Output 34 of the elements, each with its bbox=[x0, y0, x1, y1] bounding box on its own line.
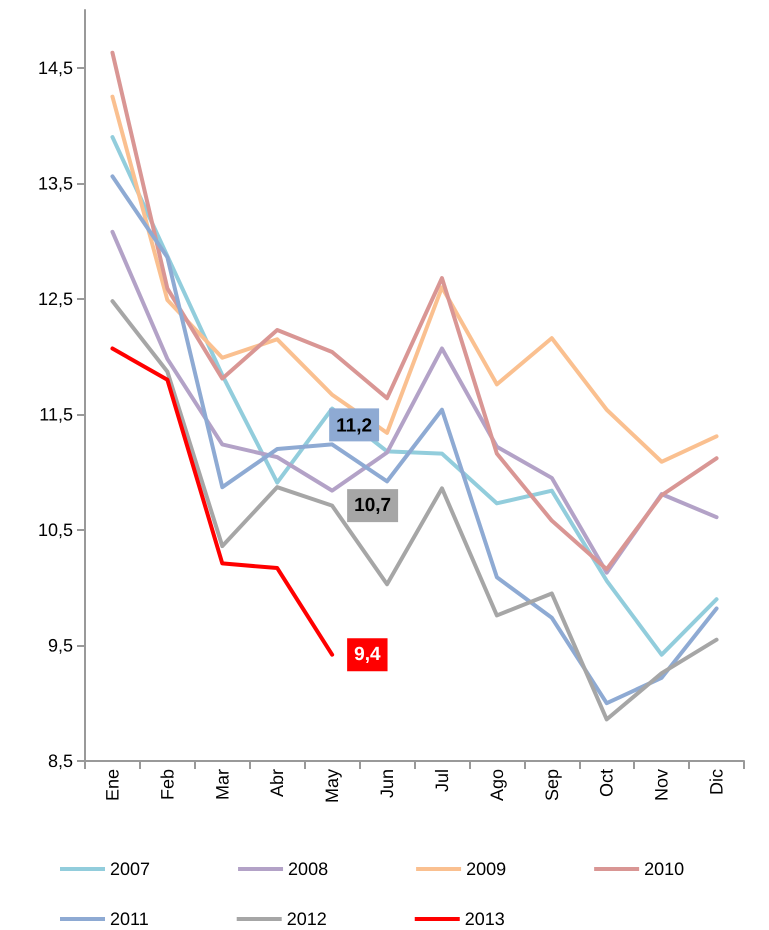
y-tick-label: 14,5 bbox=[38, 58, 73, 78]
legend-label: 2009 bbox=[466, 859, 506, 879]
data-label: 11,2 bbox=[336, 415, 372, 436]
line-series bbox=[110, 94, 719, 464]
x-tick-label: Mar bbox=[212, 768, 232, 800]
data-label: 10,7 bbox=[354, 495, 392, 516]
legend-label: 2007 bbox=[110, 859, 150, 879]
y-tick-label: 11,5 bbox=[39, 404, 73, 424]
line-series bbox=[110, 346, 334, 657]
x-tick-label: Dic bbox=[706, 769, 727, 795]
x-tick-label: Jul bbox=[432, 769, 452, 792]
y-tick-label: 8,5 bbox=[48, 751, 73, 771]
legend-label: 2008 bbox=[288, 859, 328, 879]
legend-label: 2010 bbox=[644, 859, 684, 879]
x-tick-label: Sep bbox=[542, 769, 562, 802]
y-tick-label: 9,5 bbox=[48, 635, 73, 656]
legend-label: 2012 bbox=[286, 909, 327, 929]
x-tick-label: Feb bbox=[157, 769, 178, 800]
x-tick-label: May bbox=[322, 769, 342, 804]
x-tick-label: Jun bbox=[377, 769, 398, 798]
data-label: 9,4 bbox=[354, 644, 381, 666]
x-tick-label: Oct bbox=[596, 769, 617, 798]
x-tick-label: Ene bbox=[102, 769, 122, 802]
y-tick-label: 13,5 bbox=[38, 173, 73, 194]
x-tick-label: Abr bbox=[267, 769, 288, 798]
line-series bbox=[110, 174, 719, 706]
x-tick-label: Ago bbox=[486, 769, 507, 802]
y-tick-label: 10,5 bbox=[38, 520, 73, 540]
x-tick-label: Nov bbox=[652, 769, 672, 802]
line-series bbox=[110, 50, 719, 572]
legend-label: 2011 bbox=[110, 909, 149, 929]
y-tick-label: 12,5 bbox=[38, 288, 73, 309]
line-series bbox=[110, 299, 719, 722]
legend-label: 2013 bbox=[464, 909, 505, 929]
